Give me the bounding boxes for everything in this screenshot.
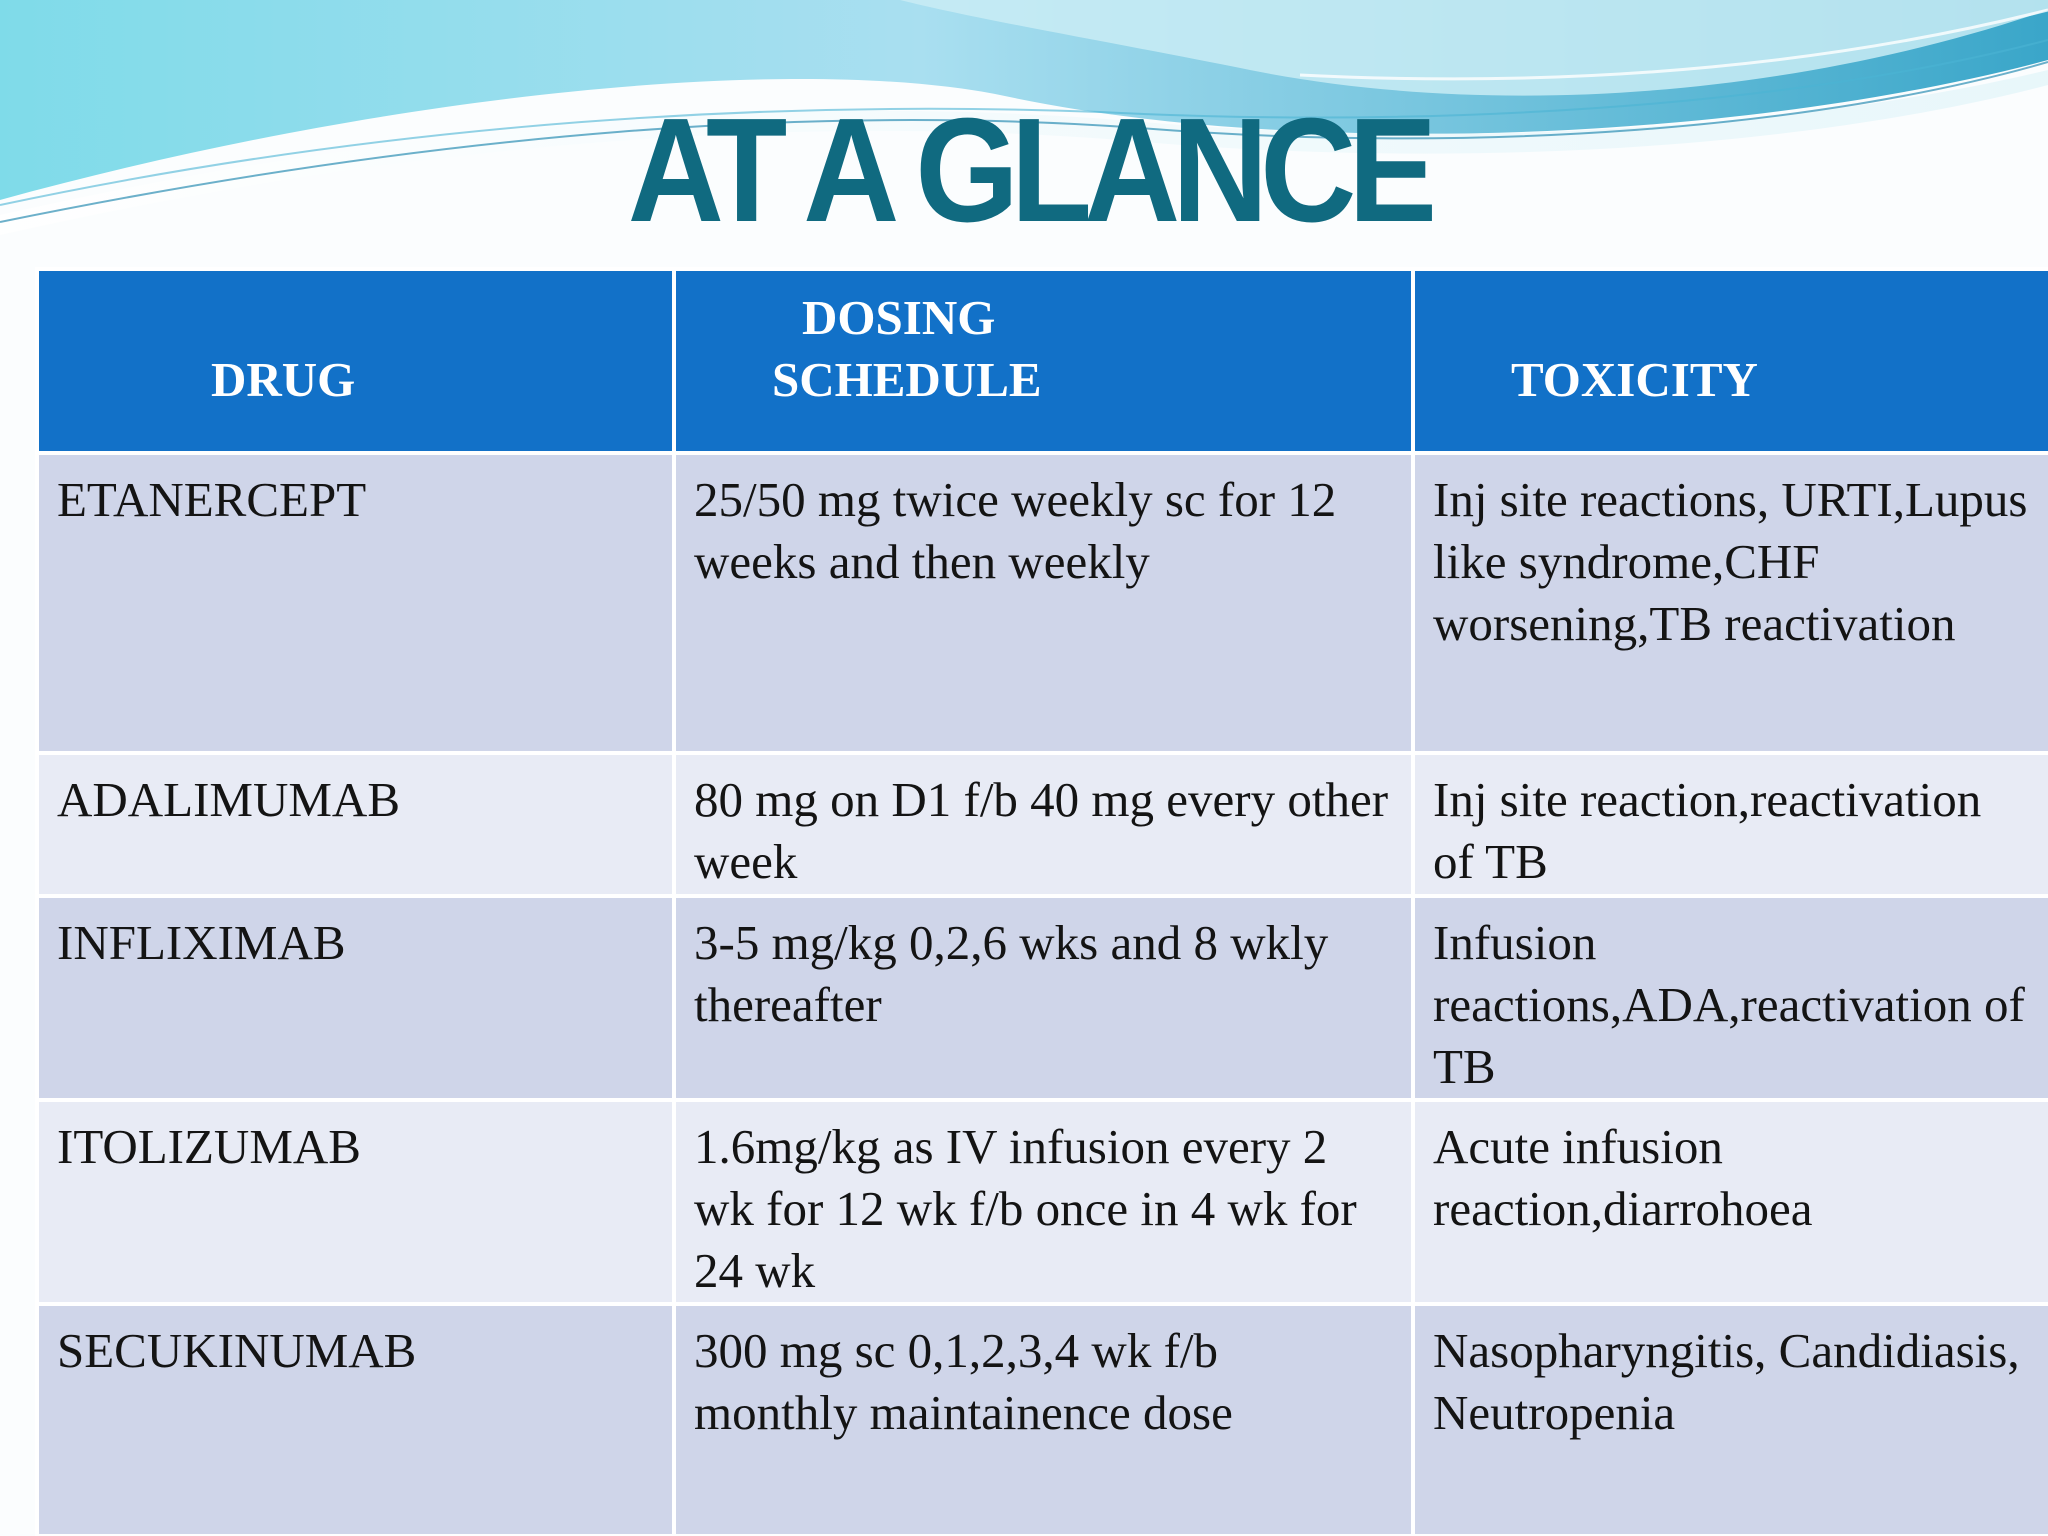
cell-toxicity: Inj site reaction,reactivation of TB [1411, 751, 2048, 898]
cell-toxicity: Inj site reactions, URTI,Lupus like synd… [1411, 451, 2048, 755]
cell-drug: ADALIMUMAB [35, 751, 676, 898]
cell-drug: INFLIXIMAB [35, 894, 676, 1102]
cell-toxicity: Infusion reactions,ADA,reactivation of T… [1411, 894, 2048, 1102]
wave-decoration [0, 0, 2048, 235]
cell-drug: SECUKINUMAB [35, 1302, 676, 1536]
header-dosing-line1: DOSING [802, 290, 996, 345]
cell-dosing: 80 mg on D1 f/b 40 mg every other week [672, 751, 1415, 898]
header-dosing-line2: SCHEDULE [772, 352, 1042, 407]
cell-drug: ETANERCEPT [35, 451, 676, 755]
cell-dosing: 25/50 mg twice weekly sc for 12 weeks an… [672, 451, 1415, 755]
table-row: ADALIMUMAB 80 mg on D1 f/b 40 mg every o… [35, 751, 2048, 898]
page-title: AT A GLANCE [627, 88, 1437, 253]
table-row: ETANERCEPT 25/50 mg twice weekly sc for … [35, 451, 2048, 755]
cell-toxicity: Acute infusion reaction,diarrohoea [1411, 1098, 2048, 1306]
table-row: SECUKINUMAB 300 mg sc 0,1,2,3,4 wk f/b m… [35, 1302, 2048, 1536]
header-toxicity: TOXICITY [1411, 267, 2048, 455]
header-drug: DRUG [35, 267, 676, 455]
cell-dosing: 300 mg sc 0,1,2,3,4 wk f/b monthly maint… [672, 1302, 1415, 1536]
table-header-row: DRUG DOSING SCHEDULE TOXICITY [35, 267, 2048, 455]
table-row: INFLIXIMAB 3-5 mg/kg 0,2,6 wks and 8 wkl… [35, 894, 2048, 1102]
table-row: ITOLIZUMAB 1.6mg/kg as IV infusion every… [35, 1098, 2048, 1306]
drug-table: DRUG DOSING SCHEDULE TOXICITY ETANERCEPT… [35, 267, 2048, 1536]
cell-dosing: 1.6mg/kg as IV infusion every 2 wk for 1… [672, 1098, 1415, 1306]
cell-drug: ITOLIZUMAB [35, 1098, 676, 1306]
header-dosing-schedule: DOSING SCHEDULE [672, 267, 1415, 455]
cell-toxicity: Nasopharyngitis, Candidiasis, Neutropeni… [1411, 1302, 2048, 1536]
cell-dosing: 3-5 mg/kg 0,2,6 wks and 8 wkly thereafte… [672, 894, 1415, 1102]
